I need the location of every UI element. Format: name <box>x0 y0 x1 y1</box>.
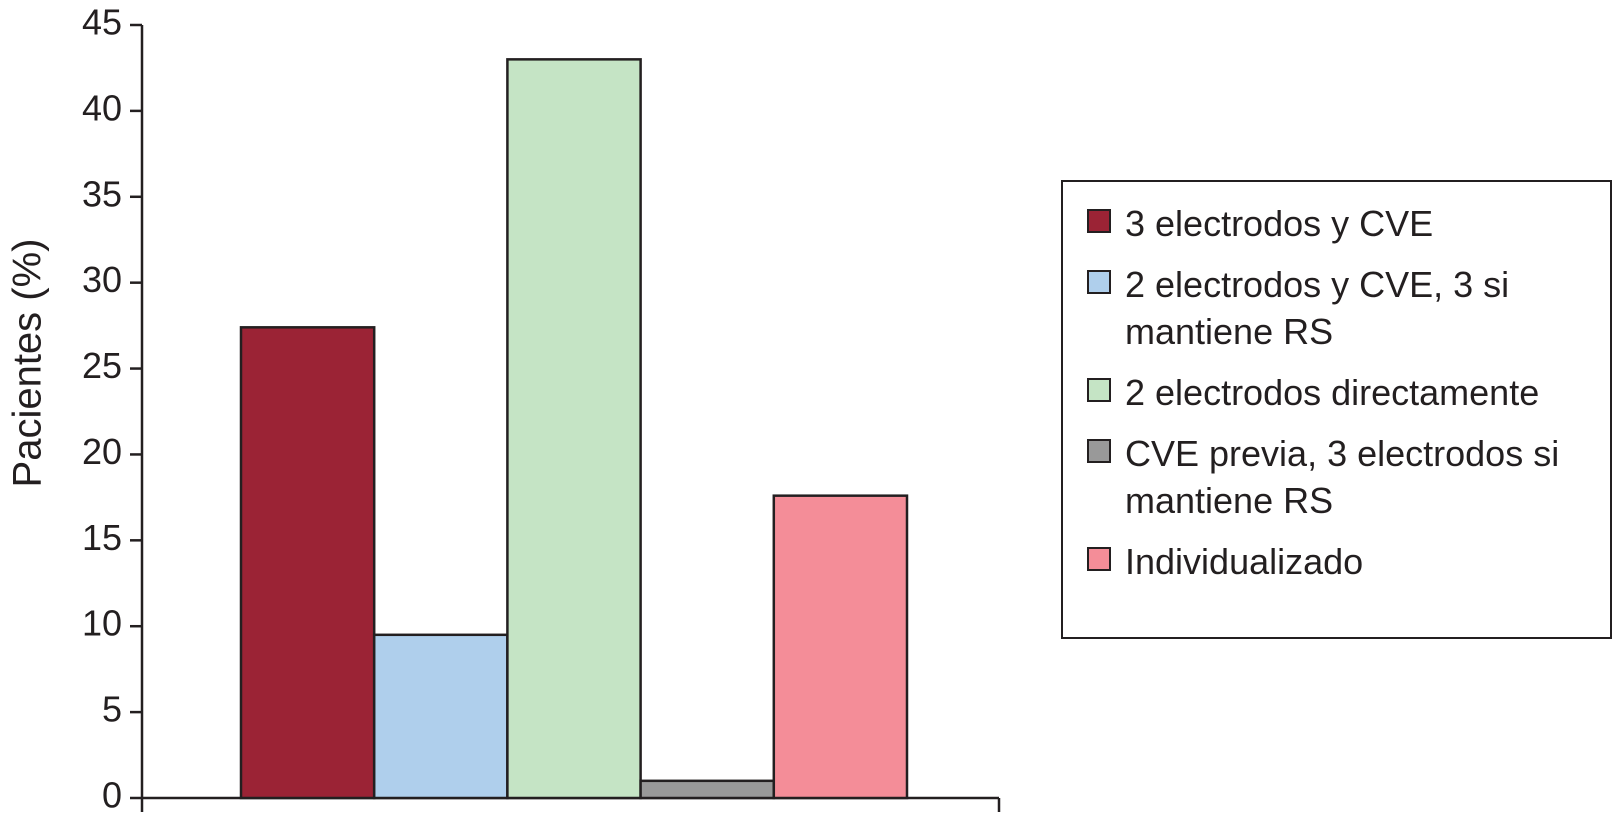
legend-label: 3 electrodos y CVE <box>1125 203 1434 244</box>
y-tick-label: 45 <box>82 2 122 43</box>
y-tick-label: 15 <box>82 517 122 558</box>
legend-item: Individualizado <box>1087 538 1600 585</box>
legend-swatch <box>1087 547 1111 571</box>
legend-swatch <box>1087 439 1111 463</box>
legend-item: CVE previa, 3 electrodos si mantiene RS <box>1087 430 1600 524</box>
legend-label: Individualizado <box>1125 541 1364 582</box>
bar <box>639 779 776 800</box>
legend-item: 3 electrodos y CVE <box>1087 200 1600 247</box>
bar <box>772 494 909 800</box>
legend-label: 2 electrodos y CVE, 3 si mantiene RS <box>1125 264 1510 352</box>
legend-swatch <box>1087 270 1111 294</box>
bar <box>372 633 509 800</box>
y-axis-label: Pacientes (%) <box>6 239 50 488</box>
y-tick-label: 5 <box>102 689 122 730</box>
y-tick-label: 40 <box>82 87 122 128</box>
y-tick-label: 20 <box>82 431 122 472</box>
y-tick-label: 0 <box>102 775 122 816</box>
legend-swatch <box>1087 209 1111 233</box>
y-tick-label: 10 <box>82 603 122 644</box>
y-tick-label: 25 <box>82 345 122 386</box>
bar <box>506 58 642 800</box>
legend-item: 2 electrodos directamente <box>1087 369 1600 416</box>
legend-swatch <box>1087 378 1111 402</box>
legend-item: 2 electrodos y CVE, 3 si mantiene RS <box>1087 261 1600 355</box>
bar <box>239 326 376 800</box>
legend: 3 electrodos y CVE 2 electrodos y CVE, 3 … <box>1061 180 1612 639</box>
legend-label: CVE previa, 3 electrodos si mantiene RS <box>1125 433 1560 521</box>
y-tick-label: 35 <box>82 173 122 214</box>
legend-label: 2 electrodos directamente <box>1125 372 1540 413</box>
y-tick-label: 30 <box>82 259 122 300</box>
